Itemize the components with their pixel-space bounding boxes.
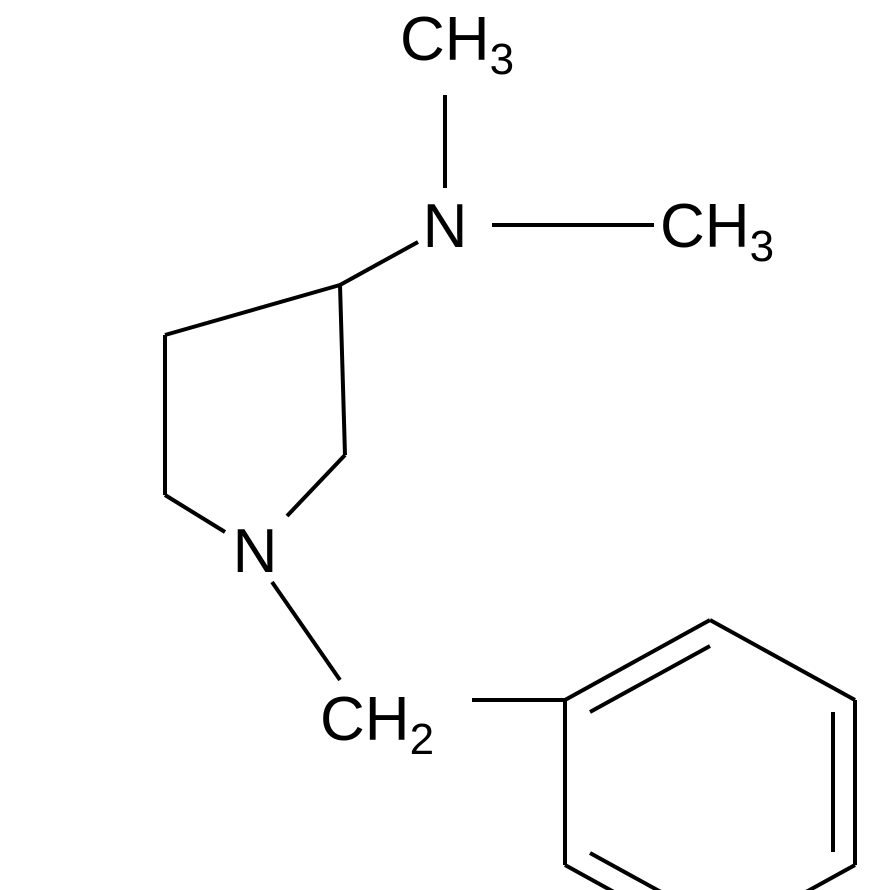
bond (710, 620, 855, 700)
double-bond-inner (590, 646, 710, 712)
bond (287, 455, 345, 516)
bonds (165, 95, 855, 890)
bond (710, 865, 855, 890)
bond (340, 285, 345, 455)
atom-labels: CH3 N CH3 N CH2 (233, 5, 774, 764)
bond (165, 285, 340, 335)
bond (340, 242, 418, 285)
atom-label-CH2: CH2 (320, 685, 434, 764)
atom-label-N-amine: N (423, 192, 468, 261)
bond (165, 495, 225, 532)
double-bond-inner (590, 853, 710, 890)
atom-label-N-ring: N (233, 517, 278, 586)
atom-label-CH3-right: CH3 (660, 192, 774, 271)
bond (272, 582, 340, 680)
chemical-structure-diagram: CH3 N CH3 N CH2 (0, 0, 890, 890)
atom-label-CH3-top: CH3 (400, 5, 514, 84)
